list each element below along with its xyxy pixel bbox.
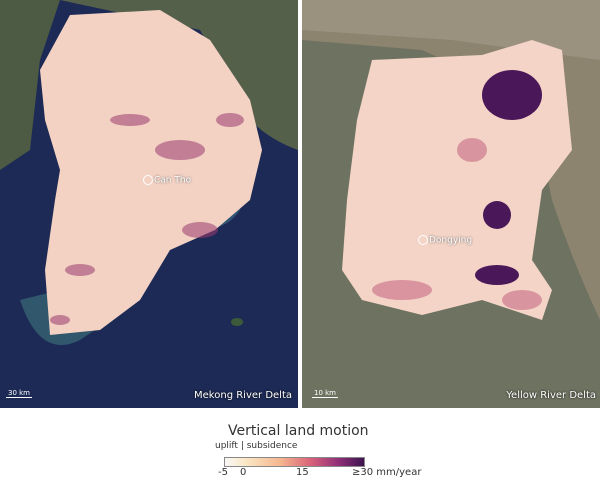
legend-subtitle: uplift | subsidence (215, 441, 298, 451)
city-circle-icon (418, 235, 428, 245)
legend-tick: 0 (240, 467, 247, 478)
scale-bar: 10 km (312, 389, 339, 398)
mekong-map-panel: Can Tho 30 km Mekong River Delta (0, 0, 298, 408)
city-label: Can Tho (154, 175, 192, 186)
panel-title: Mekong River Delta (194, 390, 292, 401)
legend-tick: 15 (296, 467, 309, 478)
panel-title: Yellow River Delta (506, 390, 596, 401)
legend-tick: -5 (218, 467, 228, 478)
legend-tick: ≥30 mm/year (352, 467, 422, 478)
yellow-river-map-image (302, 0, 600, 408)
city-circle-icon (143, 175, 153, 185)
scale-bar: 30 km (6, 389, 33, 398)
legend-title: Vertical land motion (228, 423, 369, 439)
mekong-map-image (0, 0, 298, 408)
city-marker-can-tho: Can Tho (143, 175, 191, 186)
city-label: Dongying (429, 235, 473, 246)
legend-color-bar (224, 457, 365, 467)
city-marker-dongying: Dongying (418, 235, 472, 246)
yellow-river-map-panel: Dongying 10 km Yellow River Delta (302, 0, 600, 408)
